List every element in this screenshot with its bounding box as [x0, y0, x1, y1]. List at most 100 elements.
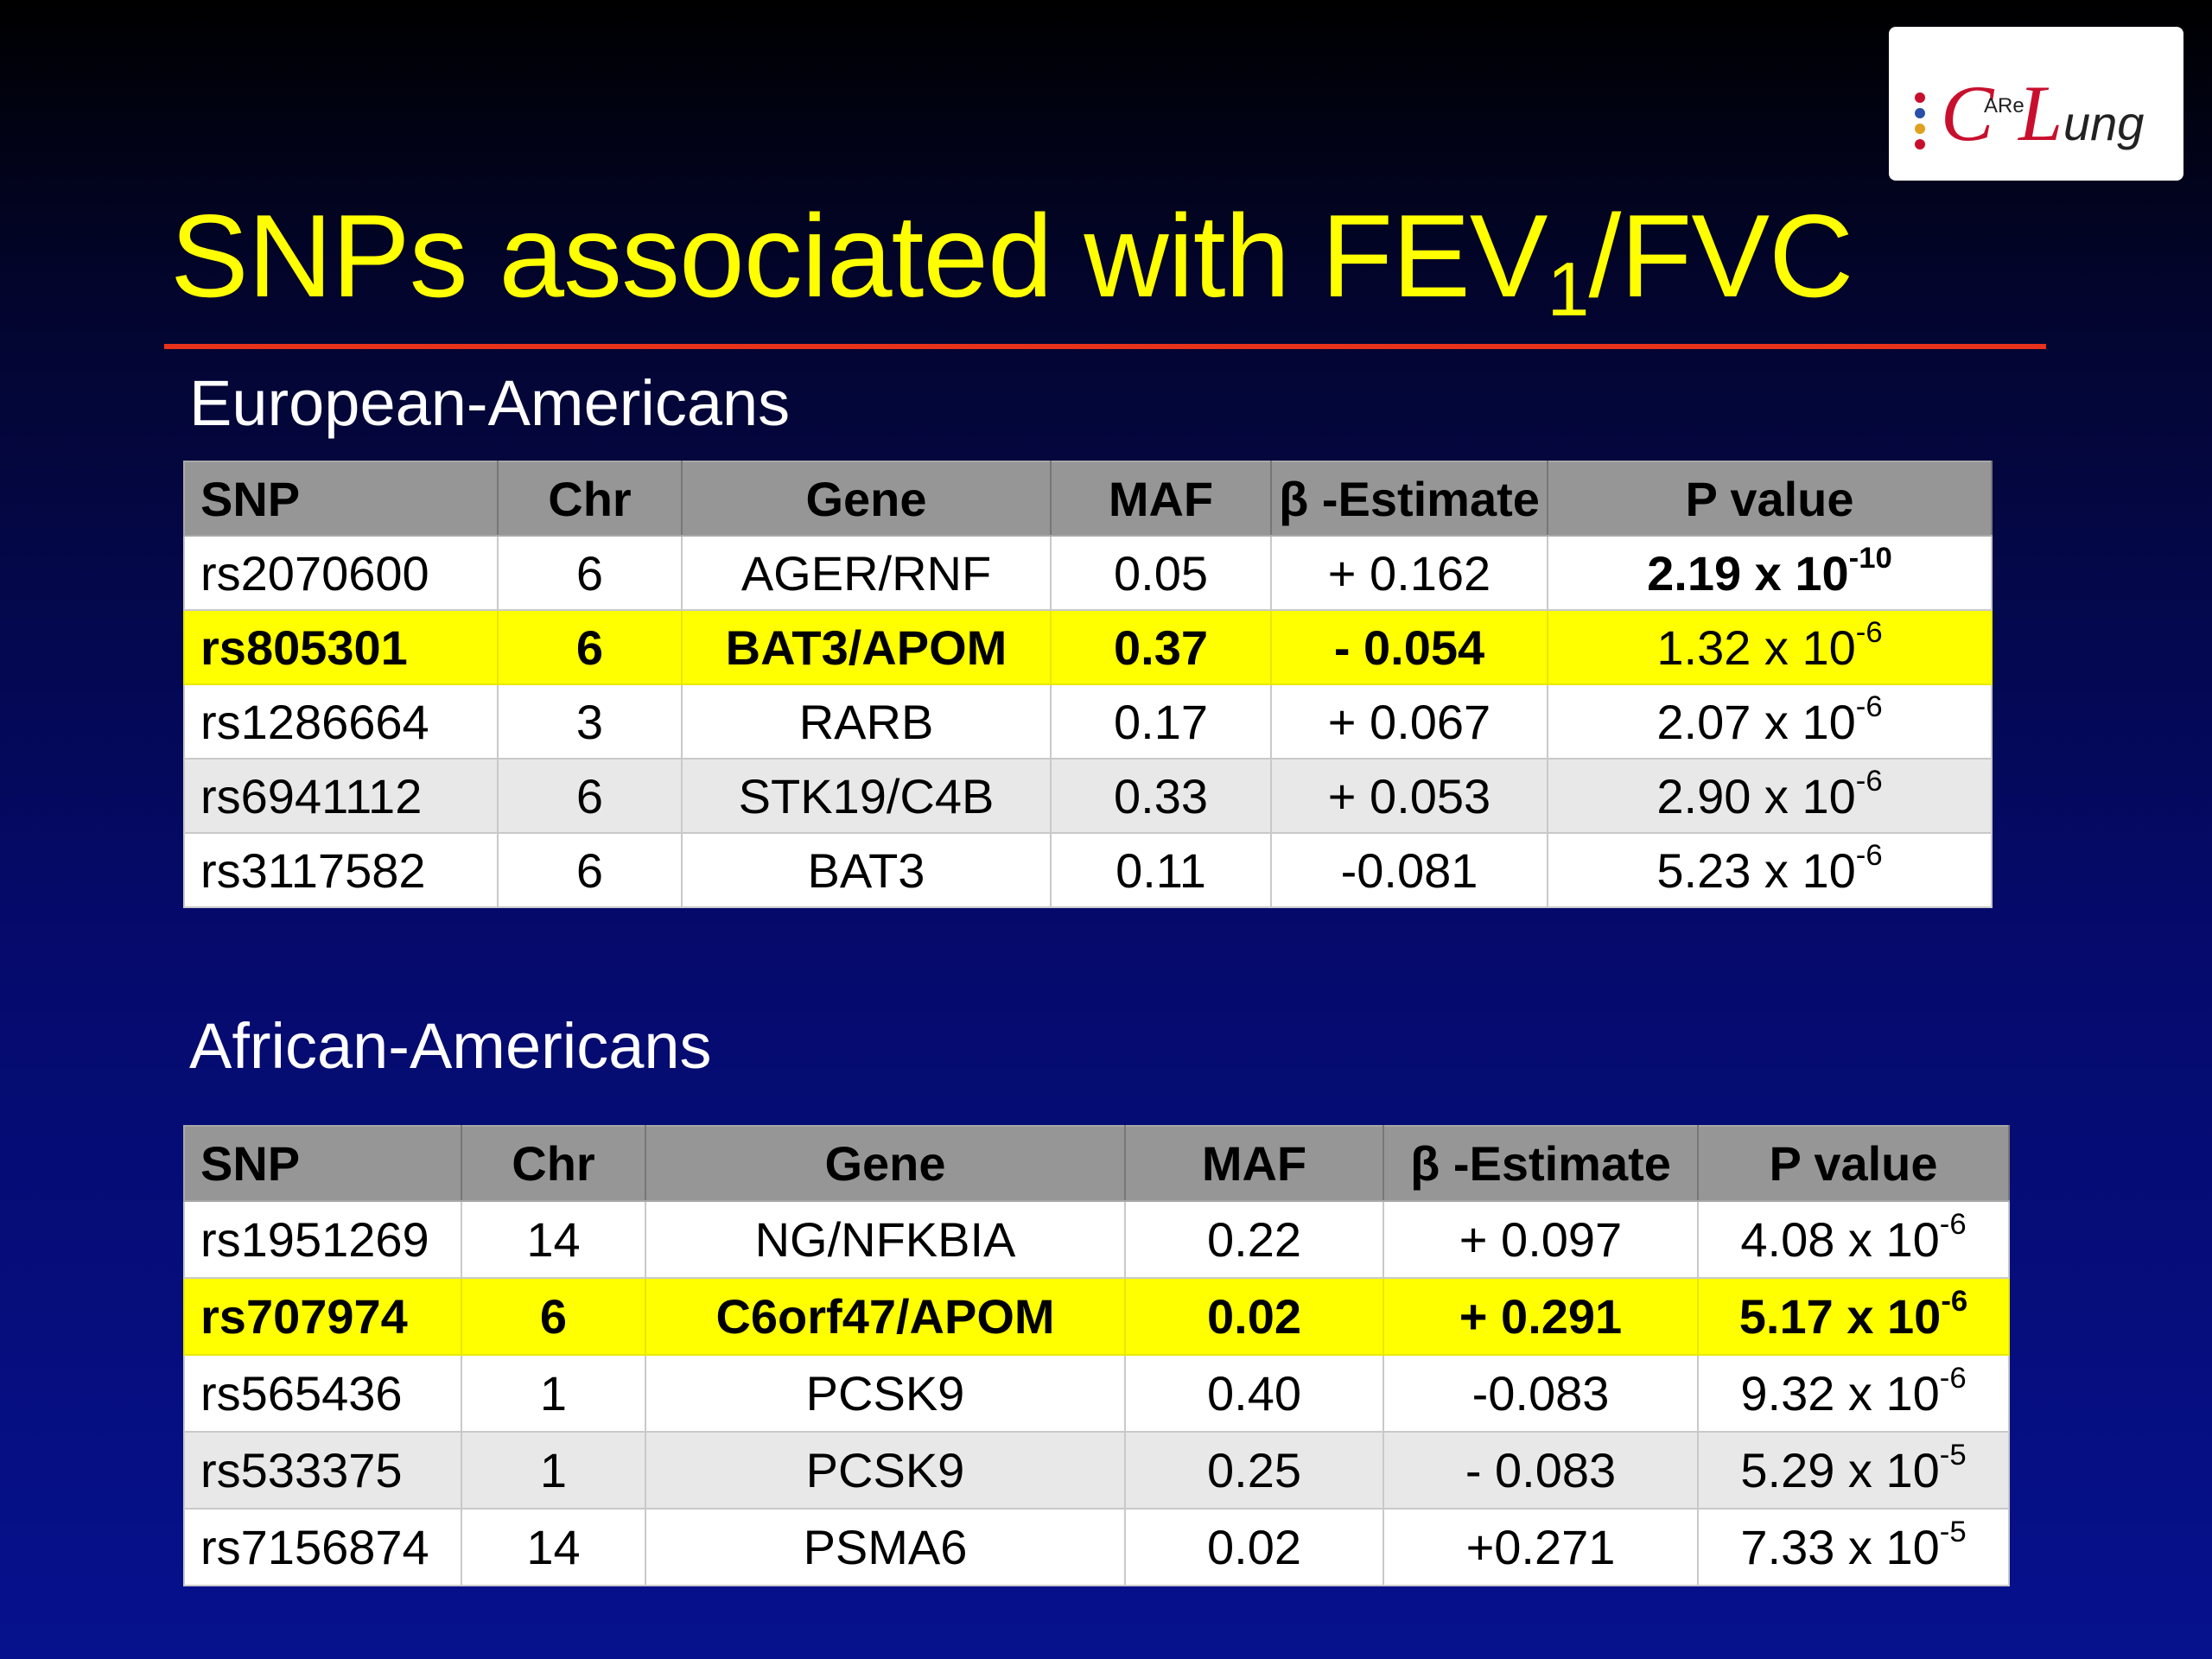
cell-snp: rs6941112 — [183, 758, 499, 834]
cell-maf: 0.02 — [1124, 1508, 1384, 1586]
cell-p-value: 2.19 x 10-10 — [1547, 535, 1993, 611]
african-americans-table: SNP Chr Gene MAF β -Estimate P value rs1… — [183, 1125, 2010, 1586]
header-gene: Gene — [681, 461, 1052, 537]
table-row: rs7156874 14 PSMA6 0.02 +0.271 7.33 x 10-5 — [183, 1508, 2010, 1586]
cell-beta: -0.081 — [1270, 832, 1548, 908]
cell-chr: 1 — [461, 1431, 646, 1510]
p-value-exponent: -6 — [1855, 690, 1883, 723]
p-value-exponent: -6 — [1855, 764, 1883, 798]
cell-chr: 6 — [461, 1277, 646, 1356]
section-label-african: African-Americans — [189, 1010, 712, 1082]
cell-gene: RARB — [681, 683, 1052, 760]
logo-letter-l: L — [2018, 69, 2063, 157]
header-chr: Chr — [461, 1125, 646, 1202]
cell-gene: C6orf47/APOM — [645, 1277, 1126, 1356]
cell-beta: + 0.291 — [1382, 1277, 1699, 1356]
cell-p-value: 5.29 x 10-5 — [1697, 1431, 2010, 1510]
cell-chr: 6 — [497, 758, 683, 834]
p-value-exponent: -6 — [1939, 1207, 1967, 1241]
table-row: rs3117582 6 BAT3 0.11 -0.081 5.23 x 10-6 — [183, 832, 1993, 908]
cell-chr: 6 — [497, 535, 683, 611]
cell-gene: PCSK9 — [645, 1431, 1126, 1510]
p-value-exponent: -6 — [1939, 1361, 1967, 1395]
cell-beta: + 0.162 — [1270, 535, 1548, 611]
cell-gene: STK19/C4B — [681, 758, 1052, 834]
table-row: rs1286664 3 RARB 0.17 + 0.067 2.07 x 10-6 — [183, 683, 1993, 760]
table-header-row: SNP Chr Gene MAF β -Estimate P value — [183, 461, 1993, 537]
header-maf: MAF — [1124, 1125, 1384, 1202]
cell-maf: 0.33 — [1050, 758, 1272, 834]
table-row: rs2070600 6 AGER/RNF 0.05 + 0.162 2.19 x 10-1… — [183, 535, 1993, 611]
cell-p-value: 4.08 x 10-6 — [1697, 1200, 2010, 1279]
title-divider — [164, 344, 2046, 349]
p-value-base: 2.90 x 10 — [1656, 768, 1856, 823]
cell-snp: rs7156874 — [183, 1508, 462, 1586]
logo-letter-c: C — [1941, 69, 1994, 157]
cell-maf: 0.40 — [1124, 1354, 1384, 1433]
cell-beta: - 0.054 — [1270, 609, 1548, 685]
header-maf: MAF — [1050, 461, 1272, 537]
p-value-base: 4.08 x 10 — [1740, 1212, 1940, 1267]
section-label-european: European-Americans — [189, 367, 791, 439]
cell-p-value: 2.07 x 10-6 — [1547, 683, 1993, 760]
p-value-exponent: -10 — [1848, 541, 1892, 575]
table-row: rs533375 1 PCSK9 0.25- 0.083 5.29 x 10-5 — [183, 1431, 2010, 1510]
european-americans-table: SNP Chr Gene MAF β -Estimate P value rs2… — [183, 461, 1993, 908]
cell-maf: 0.11 — [1050, 832, 1272, 908]
cell-gene: PSMA6 — [645, 1508, 1126, 1586]
cell-maf: 0.17 — [1050, 683, 1272, 760]
header-snp: SNP — [183, 1125, 462, 1202]
cell-snp: rs533375 — [183, 1431, 462, 1510]
cell-snp: rs805301 — [183, 609, 499, 685]
cell-gene: PCSK9 — [645, 1354, 1126, 1433]
cell-beta: + 0.097 — [1382, 1200, 1699, 1279]
cell-maf: 0.05 — [1050, 535, 1272, 611]
cell-snp: rs565436 — [183, 1354, 462, 1433]
cell-snp: rs707974 — [183, 1277, 462, 1356]
cell-chr: 6 — [497, 832, 683, 908]
cell-beta: +0.271 — [1382, 1508, 1699, 1586]
p-value-exponent: -5 — [1939, 1438, 1967, 1471]
cell-chr: 6 — [497, 609, 683, 685]
cell-snp: rs3117582 — [183, 832, 499, 908]
header-p-value: P value — [1547, 461, 1993, 537]
cell-gene: AGER/RNF — [681, 535, 1052, 611]
table-row: rs565436 1 PCSK9 0.40 -0.083 9.32 x 10-6 — [183, 1354, 2010, 1433]
p-value-exponent: -6 — [1855, 838, 1883, 872]
p-value-base: 1.32 x 10 — [1656, 620, 1856, 675]
logo-ung: ung — [2063, 96, 2145, 150]
cell-chr: 14 — [461, 1508, 646, 1586]
slide-title: SNPs associated with FEV1/FVC — [170, 190, 1853, 327]
p-value-exponent: -6 — [1855, 615, 1883, 649]
cell-gene: NG/NFKBIA — [645, 1200, 1126, 1279]
cell-maf: 0.25 — [1124, 1431, 1384, 1510]
table-row: rs707974 6 C6orf47/APOM 0.02 + 0.291 5.17 x 1… — [183, 1277, 2010, 1356]
p-value-base: 2.19 x 10 — [1647, 545, 1849, 601]
table-row: rs1951269 14 NG/NFKBIA 0.22 + 0.097 4.08 x 10… — [183, 1200, 2010, 1279]
cell-chr: 3 — [497, 683, 683, 760]
cell-beta: -0.083 — [1382, 1354, 1699, 1433]
cell-snp: rs1951269 — [183, 1200, 462, 1279]
cell-snp: rs1286664 — [183, 683, 499, 760]
cell-p-value: 1.32 x 10-6 — [1547, 609, 1993, 685]
cell-beta: - 0.083 — [1382, 1431, 1699, 1510]
cell-maf: 0.22 — [1124, 1200, 1384, 1279]
header-beta: β -Estimate — [1270, 461, 1548, 537]
cell-p-value: 7.33 x 10-5 — [1697, 1508, 2010, 1586]
header-gene: Gene — [645, 1125, 1126, 1202]
cell-gene: BAT3/APOM — [681, 609, 1052, 685]
p-value-base: 5.23 x 10 — [1656, 842, 1856, 898]
cell-snp: rs2070600 — [183, 535, 499, 611]
cell-chr: 1 — [461, 1354, 646, 1433]
table-row: rs805301 6 BAT3/APOM 0.37- 0.054 1.32 x 10-6 — [183, 609, 1993, 685]
cell-maf: 0.02 — [1124, 1277, 1384, 1356]
cell-gene: BAT3 — [681, 832, 1052, 908]
cell-p-value: 2.90 x 10-6 — [1547, 758, 1993, 834]
p-value-base: 7.33 x 10 — [1740, 1520, 1940, 1574]
cell-beta: + 0.067 — [1270, 683, 1548, 760]
header-p-value: P value — [1697, 1125, 2010, 1202]
title-text: SNPs associated with FEV — [170, 190, 1548, 321]
header-beta: β -Estimate — [1382, 1125, 1699, 1202]
cell-chr: 14 — [461, 1200, 646, 1279]
care-lung-logo: C ARe L ung — [1889, 27, 2183, 181]
